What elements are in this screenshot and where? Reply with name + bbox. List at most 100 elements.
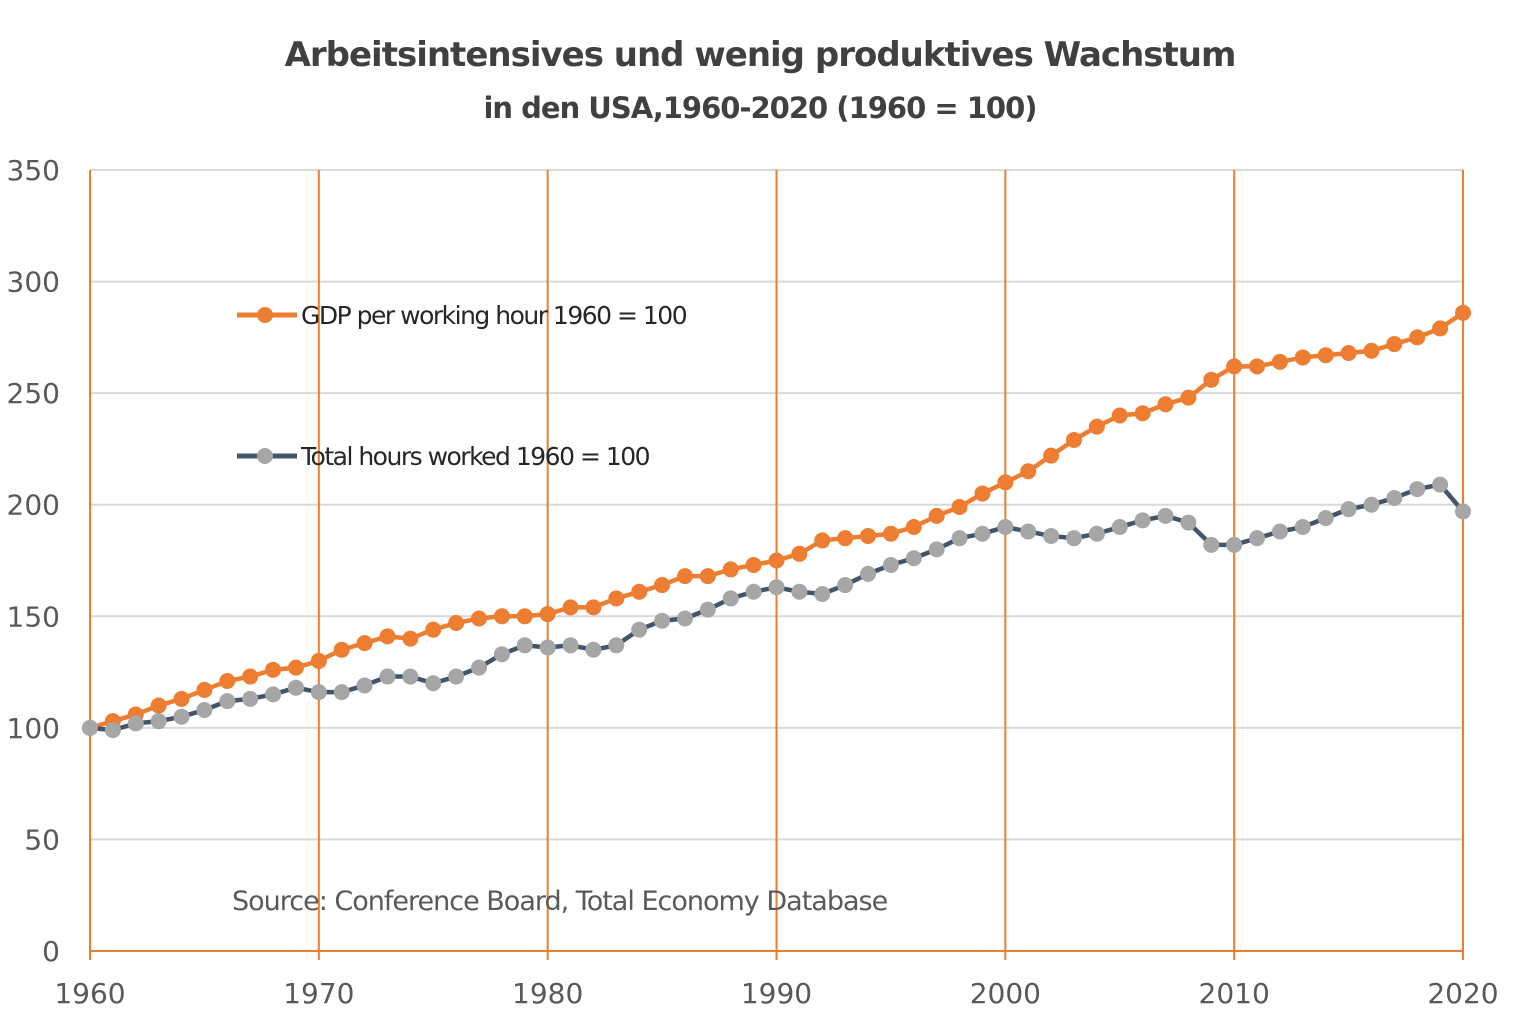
x-tick-label: 1970 (283, 977, 354, 1010)
data-point-gdp (425, 621, 442, 638)
data-point-hours (837, 577, 854, 594)
data-point-hours (425, 675, 442, 692)
data-point-gdp (150, 697, 167, 714)
data-point-gdp (699, 568, 716, 585)
data-point-hours (104, 722, 121, 739)
data-point-hours (379, 668, 396, 685)
data-point-hours (1157, 507, 1174, 524)
y-tick-label: 250 (7, 377, 60, 410)
data-point-gdp (471, 610, 488, 627)
data-point-gdp (1065, 432, 1082, 449)
data-point-hours (402, 668, 419, 685)
data-point-hours (1271, 523, 1288, 540)
data-point-gdp (997, 474, 1014, 491)
data-point-hours (1386, 490, 1403, 507)
data-point-gdp (1088, 418, 1105, 435)
data-point-hours (997, 519, 1014, 536)
y-tick-label: 50 (24, 823, 60, 856)
data-point-hours (471, 659, 488, 676)
data-point-gdp (608, 590, 625, 607)
x-tick-label: 2000 (970, 977, 1041, 1010)
data-point-hours (1409, 481, 1426, 498)
data-point-gdp (768, 552, 785, 569)
legend-marker-gdp (257, 307, 273, 323)
data-point-hours (608, 637, 625, 654)
data-point-hours (631, 621, 648, 638)
data-point-gdp (860, 527, 877, 544)
chart-subtitle: in den USA,1960-2020 (1960 = 100) (483, 91, 1036, 125)
data-point-hours (265, 686, 282, 703)
data-point-gdp (1020, 463, 1037, 480)
data-point-hours (1088, 525, 1105, 542)
data-point-gdp (1157, 396, 1174, 413)
data-point-gdp (1043, 447, 1060, 464)
data-point-gdp (676, 568, 693, 585)
data-point-gdp (1180, 389, 1197, 406)
data-point-gdp (631, 583, 648, 600)
data-point-hours (722, 590, 739, 607)
y-tick-label: 350 (7, 154, 60, 187)
x-tick-label: 2020 (1427, 977, 1498, 1010)
data-point-gdp (1455, 304, 1471, 321)
data-point-hours (791, 583, 808, 600)
data-point-gdp (379, 628, 396, 645)
y-tick-label: 100 (7, 712, 60, 745)
data-point-hours (654, 612, 671, 629)
legend-label-hours: Total hours worked 1960 = 100 (300, 442, 650, 471)
data-point-hours (196, 702, 213, 719)
data-point-gdp (882, 525, 899, 542)
data-point-hours (242, 690, 259, 707)
y-tick-label: 150 (7, 600, 60, 633)
data-point-gdp (173, 690, 190, 707)
data-point-hours (814, 585, 831, 602)
legend: GDP per working hour 1960 = 100 Total ho… (237, 301, 688, 471)
x-tick-label: 1960 (54, 977, 125, 1010)
data-point-hours (1111, 519, 1128, 536)
data-point-hours (585, 641, 602, 658)
data-point-gdp (448, 614, 465, 631)
data-point-hours (356, 677, 373, 694)
x-axis-tick-labels: 1960 1970 1980 1990 2000 2010 2020 (54, 977, 1498, 1010)
data-point-hours (173, 708, 190, 725)
data-point-gdp (219, 672, 236, 689)
data-point-hours (1065, 530, 1082, 547)
data-point-hours (82, 719, 98, 736)
chart-title: Arbeitsintensives und wenig produktives … (285, 35, 1236, 75)
data-point-gdp (974, 485, 991, 502)
data-point-gdp (356, 635, 373, 652)
x-tick-label: 2010 (1199, 977, 1270, 1010)
data-point-gdp (585, 599, 602, 616)
data-point-gdp (516, 608, 533, 625)
data-point-hours (493, 646, 510, 663)
data-point-hours (974, 525, 991, 542)
data-point-gdp (1271, 353, 1288, 370)
data-point-gdp (493, 608, 510, 625)
data-point-hours (1180, 514, 1197, 531)
data-point-gdp (1294, 349, 1311, 366)
data-point-hours (150, 713, 167, 730)
data-point-gdp (1432, 320, 1449, 337)
data-point-hours (1226, 536, 1243, 553)
data-point-hours (1294, 519, 1311, 536)
legend-entry-gdp: GDP per working hour 1960 = 100 (237, 301, 688, 330)
data-point-hours (768, 579, 785, 596)
data-point-hours (1020, 523, 1037, 540)
data-point-hours (539, 639, 556, 656)
data-point-gdp (745, 556, 762, 573)
data-point-gdp (1317, 347, 1334, 364)
data-point-hours (745, 583, 762, 600)
data-point-gdp (1226, 358, 1243, 375)
data-point-gdp (791, 545, 808, 562)
data-point-hours (1363, 496, 1380, 513)
data-point-gdp (1111, 407, 1128, 424)
series-gdp (82, 304, 1471, 736)
legend-label-gdp: GDP per working hour 1960 = 100 (301, 301, 687, 330)
data-point-gdp (1249, 358, 1266, 375)
legend-marker-hours (257, 448, 273, 464)
data-point-gdp (287, 659, 304, 676)
data-point-hours (951, 530, 968, 547)
data-point-hours (333, 684, 350, 701)
data-point-gdp (1409, 329, 1426, 346)
data-point-hours (882, 556, 899, 573)
data-point-hours (905, 550, 922, 567)
